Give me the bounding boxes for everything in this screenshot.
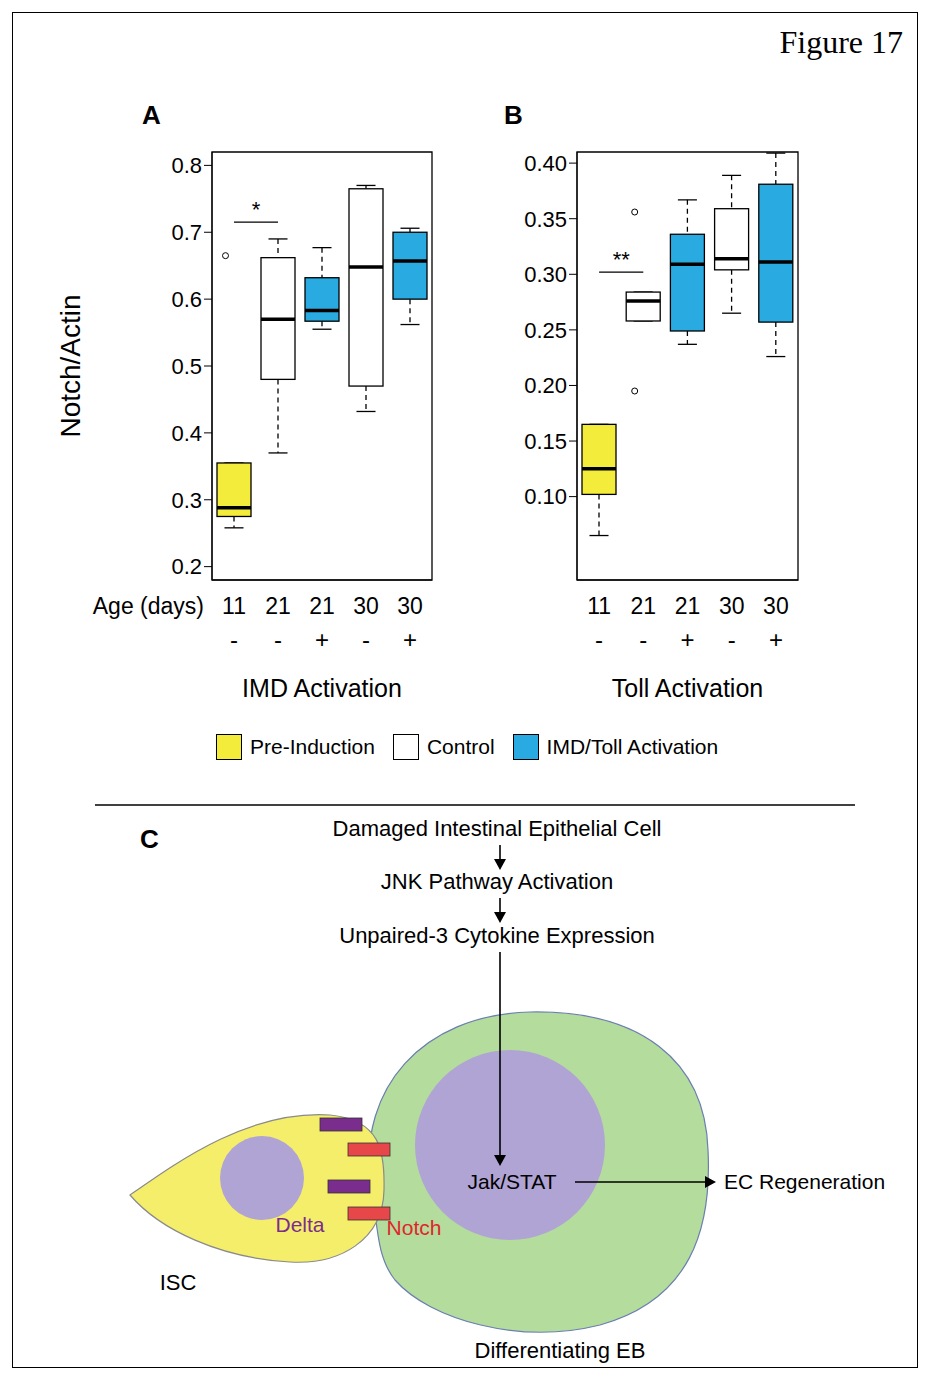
svg-text:0.7: 0.7 <box>171 220 202 245</box>
svg-text:Damaged Intestinal Epithelial: Damaged Intestinal Epithelial Cell <box>333 816 662 841</box>
html-text:Figure 17: Figure 17 <box>779 24 903 60</box>
svg-text:+: + <box>315 626 329 653</box>
svg-text:Notch/Actin: Notch/Actin <box>55 294 86 437</box>
svg-text:Unpaired-3 Cytokine Expression: Unpaired-3 Cytokine Expression <box>339 923 655 948</box>
svg-text:21: 21 <box>265 593 291 619</box>
svg-text:-: - <box>230 626 238 653</box>
svg-text:+: + <box>680 626 694 653</box>
svg-text:Delta: Delta <box>275 1213 324 1236</box>
svg-text:0.6: 0.6 <box>171 287 202 312</box>
svg-text:0.2: 0.2 <box>171 554 202 579</box>
svg-text:-: - <box>274 626 282 653</box>
svg-text:0.40: 0.40 <box>524 151 567 176</box>
svg-text:Toll Activation: Toll Activation <box>612 674 763 702</box>
svg-text:0.5: 0.5 <box>171 354 202 379</box>
svg-text:0.25: 0.25 <box>524 318 567 343</box>
html-text:Control: Control <box>426 735 495 758</box>
svg-text:C: C <box>140 824 159 854</box>
svg-text:0.15: 0.15 <box>524 429 567 454</box>
svg-text:IMD Activation: IMD Activation <box>242 674 402 702</box>
svg-text:EC Regeneration: EC Regeneration <box>724 1170 885 1193</box>
svg-text:21: 21 <box>675 593 701 619</box>
svg-text:30: 30 <box>719 593 745 619</box>
svg-text:30: 30 <box>397 593 423 619</box>
svg-text:+: + <box>769 626 783 653</box>
svg-text:0.4: 0.4 <box>171 421 202 446</box>
html-text:IMD/Toll Activation: IMD/Toll Activation <box>546 735 719 758</box>
svg-text:0.35: 0.35 <box>524 207 567 232</box>
svg-text:JNK Pathway Activation: JNK Pathway Activation <box>381 869 613 894</box>
html-text:A: A <box>142 100 161 130</box>
svg-text:-: - <box>728 626 736 653</box>
svg-text:Jak/STAT: Jak/STAT <box>467 1170 556 1193</box>
svg-text:0.30: 0.30 <box>524 262 567 287</box>
svg-text:30: 30 <box>763 593 789 619</box>
svg-text:21: 21 <box>309 593 335 619</box>
svg-text:11: 11 <box>222 593 246 619</box>
svg-text:Notch: Notch <box>387 1216 442 1239</box>
html-text:B: B <box>504 100 523 130</box>
svg-text:0.10: 0.10 <box>524 484 567 509</box>
svg-text:-: - <box>595 626 603 653</box>
svg-text:0.20: 0.20 <box>524 373 567 398</box>
svg-text:-: - <box>639 626 647 653</box>
svg-text:+: + <box>403 626 417 653</box>
html-text:Pre-Induction: Pre-Induction <box>250 735 375 758</box>
svg-text:-: - <box>362 626 370 653</box>
svg-text:30: 30 <box>353 593 379 619</box>
svg-text:21: 21 <box>631 593 657 619</box>
svg-text:Age (days): Age (days) <box>93 593 204 619</box>
svg-text:0.3: 0.3 <box>171 488 202 513</box>
svg-text:11: 11 <box>587 593 611 619</box>
svg-text:0.8: 0.8 <box>171 153 202 178</box>
svg-text:*: * <box>252 197 261 222</box>
svg-text:**: ** <box>613 247 631 272</box>
svg-text:ISC: ISC <box>160 1270 197 1295</box>
svg-text:Differentiating EB: Differentiating EB <box>475 1338 646 1363</box>
